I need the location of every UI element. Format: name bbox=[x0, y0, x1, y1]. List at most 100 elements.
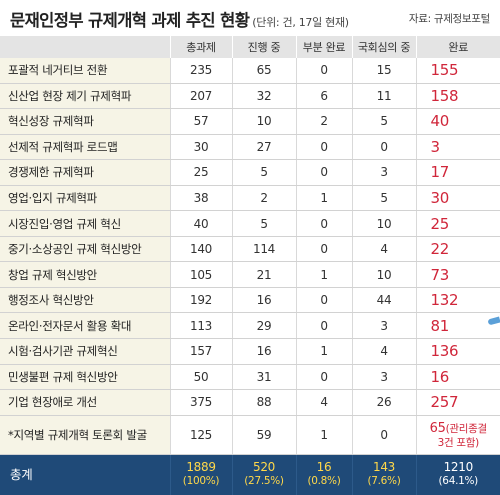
row-name: 창업 규제 혁신방안 bbox=[0, 261, 171, 288]
table-row: 시험·검사기관 규제혁신 157 16 1 4 136 bbox=[0, 338, 500, 365]
row-name: 중기·소상공인 규제 혁신방안 bbox=[0, 236, 171, 263]
row-done: 3 bbox=[416, 134, 500, 161]
row-assembly: 10 bbox=[352, 210, 417, 237]
row-done: 17 bbox=[416, 159, 500, 186]
row-assembly: 0 bbox=[352, 415, 417, 455]
totals-done-pct: (64.1%) bbox=[438, 475, 479, 488]
header-done: 완료 bbox=[416, 36, 500, 58]
table-row: 선제적 규제혁파 로드맵 30 27 0 0 3 bbox=[0, 134, 500, 161]
table-row: 기업 현장애로 개선 375 88 4 26 257 bbox=[0, 389, 500, 416]
row-name: 포괄적 네거티브 전환 bbox=[0, 58, 171, 84]
row-progress: 2 bbox=[232, 185, 297, 212]
row-total: 192 bbox=[170, 287, 233, 314]
row-assembly: 3 bbox=[352, 364, 417, 391]
table-row: 행정조사 혁신방안 192 16 0 44 132 bbox=[0, 287, 500, 314]
row-progress: 5 bbox=[232, 159, 297, 186]
row-progress: 88 bbox=[232, 389, 297, 416]
totals-partial-pct: (0.8%) bbox=[307, 475, 341, 488]
totals-partial-value: 16 bbox=[316, 460, 332, 475]
row-total: 140 bbox=[170, 236, 233, 263]
row-done: 155 bbox=[416, 58, 500, 84]
header-progress: 진행 중 bbox=[232, 36, 297, 58]
row-partial: 1 bbox=[296, 415, 353, 455]
row-total: 57 bbox=[170, 108, 233, 135]
row-total: 38 bbox=[170, 185, 233, 212]
row-name: 기업 현장애로 개선 bbox=[0, 389, 171, 416]
row-total: 235 bbox=[170, 58, 233, 84]
table-row: 온라인·전자문서 활용 확대 113 29 0 3 81 bbox=[0, 312, 500, 340]
row-done: 65(관리종결 3건 포함) bbox=[416, 415, 500, 455]
row-done-note-2: 3건 포함) bbox=[437, 436, 480, 449]
totals-total: 1889 (100%) bbox=[170, 454, 233, 495]
row-done: 30 bbox=[416, 185, 500, 212]
row-done: 22 bbox=[416, 236, 500, 263]
totals-total-pct: (100%) bbox=[182, 475, 220, 488]
row-assembly: 4 bbox=[352, 236, 417, 263]
page-title: 문재인정부 규제개혁 과제 추진 현황 (단위: 건, 17일 현재) bbox=[10, 7, 349, 31]
row-partial: 6 bbox=[296, 83, 353, 110]
row-name: 혁신성장 규제혁파 bbox=[0, 108, 171, 135]
table-row: 경쟁제한 규제혁파 25 5 0 3 17 bbox=[0, 159, 500, 186]
totals-assembly: 143 (7.6%) bbox=[352, 454, 417, 495]
table-row: 중기·소상공인 규제 혁신방안 140 114 0 4 22 bbox=[0, 236, 500, 263]
row-total: 157 bbox=[170, 338, 233, 365]
row-name: 경쟁제한 규제혁파 bbox=[0, 159, 171, 186]
row-done: 16 bbox=[416, 364, 500, 391]
totals-partial: 16 (0.8%) bbox=[296, 454, 353, 495]
row-progress: 32 bbox=[232, 83, 297, 110]
row-done-value: 65 bbox=[429, 420, 446, 436]
totals-assembly-pct: (7.6%) bbox=[367, 475, 401, 488]
row-name: 선제적 규제혁파 로드맵 bbox=[0, 134, 171, 161]
row-done: 257 bbox=[416, 389, 500, 416]
row-done: 40 bbox=[416, 108, 500, 135]
row-progress: 10 bbox=[232, 108, 297, 135]
row-partial: 0 bbox=[296, 159, 353, 186]
table-row: 영업·입지 규제혁파 38 2 1 5 30 bbox=[0, 185, 500, 212]
row-partial: 2 bbox=[296, 108, 353, 135]
header-total: 총과제 bbox=[170, 36, 233, 58]
row-progress: 65 bbox=[232, 58, 297, 84]
row-assembly: 5 bbox=[352, 108, 417, 135]
row-progress: 21 bbox=[232, 261, 297, 288]
row-progress: 29 bbox=[232, 312, 297, 340]
row-total: 50 bbox=[170, 364, 233, 391]
table-row: 창업 규제 혁신방안 105 21 1 10 73 bbox=[0, 261, 500, 288]
row-assembly: 11 bbox=[352, 83, 417, 110]
row-total: 105 bbox=[170, 261, 233, 288]
header-assembly: 국회심의 중 bbox=[352, 36, 417, 58]
row-name: 시장진입·영업 규제 혁신 bbox=[0, 210, 171, 237]
row-assembly: 44 bbox=[352, 287, 417, 314]
table-row: 포괄적 네거티브 전환 235 65 0 15 155 bbox=[0, 58, 500, 84]
row-total: 25 bbox=[170, 159, 233, 186]
row-done: 158 bbox=[416, 83, 500, 110]
row-total: 125 bbox=[170, 415, 233, 455]
totals-label: 총계 bbox=[0, 454, 171, 495]
table-row: 민생불편 규제 혁신방안 50 31 0 3 16 bbox=[0, 364, 500, 391]
table-row: 혁신성장 규제혁파 57 10 2 5 40 bbox=[0, 108, 500, 135]
row-partial: 0 bbox=[296, 287, 353, 314]
row-assembly: 5 bbox=[352, 185, 417, 212]
unit-note: (단위: 건, 17일 현재) bbox=[252, 16, 349, 29]
row-progress: 16 bbox=[232, 287, 297, 314]
row-partial: 0 bbox=[296, 210, 353, 237]
header: 문재인정부 규제개혁 과제 추진 현황 (단위: 건, 17일 현재) 자료: 규… bbox=[0, 0, 500, 36]
row-total: 207 bbox=[170, 83, 233, 110]
row-partial: 1 bbox=[296, 185, 353, 212]
row-total: 30 bbox=[170, 134, 233, 161]
title-text: 문재인정부 규제개혁 과제 추진 현황 bbox=[10, 11, 250, 30]
row-done: 25 bbox=[416, 210, 500, 237]
row-assembly: 26 bbox=[352, 389, 417, 416]
totals-progress-pct: (27.5%) bbox=[244, 475, 284, 488]
row-partial: 0 bbox=[296, 134, 353, 161]
totals-done: 1210 (64.1%) bbox=[416, 454, 500, 495]
row-done-note-1: (관리종결 bbox=[445, 422, 488, 435]
row-progress: 27 bbox=[232, 134, 297, 161]
row-name: 민생불편 규제 혁신방안 bbox=[0, 364, 171, 391]
table-body: 포괄적 네거티브 전환 235 65 0 15 155 신산업 현장 제기 규제혁파 207 3… bbox=[0, 58, 500, 455]
row-name: 영업·입지 규제혁파 bbox=[0, 185, 171, 212]
row-progress: 16 bbox=[232, 338, 297, 365]
row-name: 시험·검사기관 규제혁신 bbox=[0, 338, 171, 365]
row-partial: 4 bbox=[296, 389, 353, 416]
totals-progress: 520 (27.5%) bbox=[232, 454, 297, 495]
